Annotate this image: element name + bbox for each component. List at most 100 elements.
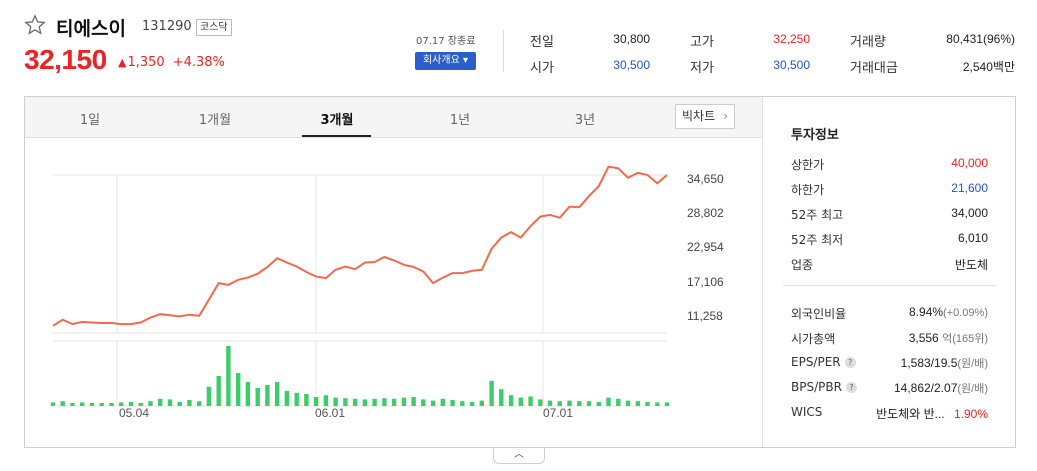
stock-name: 티에스이	[56, 18, 126, 40]
quote-label-high: 고가	[690, 35, 714, 50]
volume-bar	[430, 400, 436, 406]
volume-bar	[352, 398, 358, 406]
info-value-52w-low: 6,010	[957, 231, 988, 245]
info-value-bps-pbr: 14,862/2.07(원/배)	[894, 380, 988, 396]
price-series-line	[52, 165, 668, 327]
volume-bar	[138, 403, 143, 406]
x-tick-label: 07.01	[543, 406, 574, 420]
volume-bar	[226, 346, 231, 406]
volume-bar	[616, 398, 621, 406]
volume-bar	[109, 403, 114, 406]
volume-bar	[655, 402, 660, 406]
expand-toggle[interactable]: ︿	[493, 448, 545, 464]
volume-bar	[479, 400, 484, 406]
tab-1d[interactable]: 1일	[79, 113, 101, 128]
wics-sector: 반도체와 반...	[876, 407, 945, 421]
help-icon[interactable]: ?	[844, 357, 856, 368]
quote-value-open: 30,500	[613, 58, 650, 72]
eps-per-label: EPS/PER	[791, 355, 841, 369]
info-label-industry: 업종	[791, 258, 814, 272]
info-value-wics[interactable]: 반도체와 반... 1.90%	[876, 405, 988, 422]
info-value-market-cap: 3,556 억(165위)	[909, 330, 988, 346]
tab-1y[interactable]: 1년	[449, 113, 471, 128]
volume-bar	[89, 403, 95, 406]
info-label-lower-limit: 하한가	[791, 183, 825, 197]
price-chart: 34,650 28,802 22,954 17,106 11,258 05.04…	[25, 138, 762, 449]
volume-bar	[577, 401, 582, 406]
quote-value-trade-value: 2,540백만	[962, 60, 1015, 74]
market-close-date: 07.17 장종료	[416, 36, 476, 47]
divider	[503, 30, 504, 72]
chart-svg	[50, 165, 670, 407]
info-value-foreign-ratio: 8.94%(+0.09%)	[909, 305, 988, 319]
info-value-eps-per: 1,583/19.5(원/배)	[901, 355, 988, 371]
volume-bar	[586, 401, 592, 406]
volume-bar	[323, 395, 329, 406]
volume-bar	[372, 398, 377, 406]
volume-bar	[245, 382, 251, 406]
info-label-foreign-ratio: 외국인비율	[791, 307, 847, 321]
y-tick-label: 11,258	[687, 309, 723, 323]
x-tick-label: 06.01	[315, 406, 346, 420]
volume-bar	[70, 403, 75, 406]
volume-bar	[528, 396, 533, 406]
volume-bar	[606, 397, 611, 406]
quote-label-open: 시가	[530, 61, 554, 76]
chevron-up-icon: ︿	[514, 449, 524, 460]
market-cap-value: 3,556	[908, 331, 939, 345]
active-tab-indicator	[302, 135, 371, 137]
volume-bar	[216, 376, 221, 406]
volume-bar	[50, 402, 56, 406]
info-label-bps-pbr: BPS/PBR?	[791, 380, 857, 394]
company-overview-button[interactable]: 회사개요 ▾	[415, 52, 476, 70]
bigchart-label: 빅차트	[682, 109, 716, 123]
volume-bar	[469, 401, 475, 406]
volume-bar	[518, 397, 523, 406]
info-label-52w-high: 52주 최고	[791, 208, 844, 222]
volume-bar	[206, 386, 212, 406]
info-value-upper-limit: 40,000	[951, 156, 988, 170]
info-label-upper-limit: 상한가	[791, 158, 825, 172]
up-arrow-icon: ▲	[118, 56, 127, 69]
tab-1m[interactable]: 1개월	[198, 113, 232, 128]
change-amount: 1,350	[127, 55, 165, 70]
y-tick-label: 34,650	[687, 172, 724, 186]
info-label-market-cap: 시가총액	[791, 332, 836, 346]
star-icon[interactable]	[24, 14, 46, 36]
quote-value-volume: 80,431(96%)	[946, 32, 1015, 46]
help-icon[interactable]: ?	[845, 382, 857, 393]
volume-bar	[99, 403, 104, 406]
foreign-ratio-change: (+0.09%)	[943, 307, 988, 319]
bps-pbr-value: 14,862/2.07	[893, 381, 958, 395]
info-value-52w-high: 34,000	[951, 206, 988, 220]
volume-bar	[547, 400, 553, 406]
foreign-ratio-value: 8.94%	[909, 305, 944, 319]
bigchart-button[interactable]: 빅차트 ›	[675, 104, 735, 129]
market-cap-rank: 억(165위)	[942, 333, 988, 345]
stock-header: 티에스이 131290 코스닥 32,150 ▲1,350 +4.38% 07.1…	[0, 0, 1037, 90]
tab-3m[interactable]: 3개월	[320, 113, 354, 128]
company-overview-label: 회사개요	[422, 55, 460, 66]
volume-bar	[265, 385, 270, 406]
wics-change: 1.90%	[953, 407, 988, 421]
info-label-52w-low: 52주 최저	[791, 233, 844, 247]
quote-value-high: 32,250	[773, 32, 810, 46]
chevron-right-icon: ›	[723, 109, 728, 123]
quote-label-prev-close: 전일	[530, 35, 554, 50]
tab-3y[interactable]: 3년	[574, 113, 596, 128]
volume-bar	[391, 398, 397, 406]
investment-info: 투자정보 상한가 40,000 하한가 21,600 52주 최고 34,000…	[762, 97, 1015, 447]
quote-value-low: 30,500	[773, 58, 810, 72]
volume-bar	[401, 397, 407, 406]
volume-bar	[440, 398, 445, 406]
info-value-lower-limit: 21,600	[951, 181, 988, 195]
volume-bar	[187, 400, 192, 406]
volume-bar	[557, 401, 562, 406]
info-value-industry: 반도체	[954, 258, 988, 272]
chart-panel: 1일 1개월 3개월 1년 3년 빅차트 › 34,650 28,802 22,9…	[24, 96, 1016, 448]
volume-bar	[333, 397, 338, 406]
volume-bar	[343, 398, 348, 406]
volume-bar	[236, 373, 241, 406]
volume-bar	[158, 398, 163, 406]
volume-bar	[567, 400, 572, 406]
